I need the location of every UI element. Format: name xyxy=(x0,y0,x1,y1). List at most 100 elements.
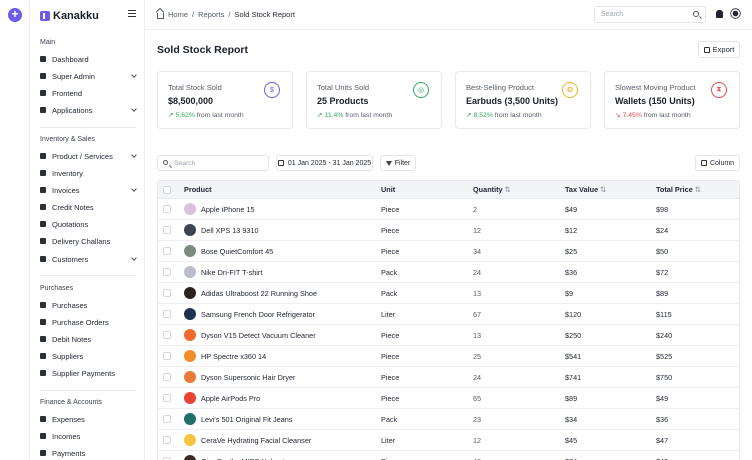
cell-product[interactable]: Apple AirPods Pro xyxy=(201,394,261,403)
table-row[interactable]: Dell XPS 13 9310 Piece 12 $12 $24 xyxy=(158,220,739,241)
sidebar-item[interactable]: Expenses xyxy=(40,412,136,426)
product-thumbnail xyxy=(184,350,196,362)
cell-product[interactable]: Bose QuietComfort 45 xyxy=(201,247,274,256)
sidebar-item-label: Credit Notes xyxy=(52,202,94,212)
theme-toggle-icon[interactable] xyxy=(732,10,739,17)
cell-product[interactable]: Nike Dri-FIT T-shirt xyxy=(201,268,263,277)
sidebar-item[interactable]: Supplier Payments xyxy=(40,366,136,380)
truck-icon xyxy=(40,238,46,244)
row-checkbox[interactable] xyxy=(163,310,171,318)
table-row[interactable]: Dyson V15 Detect Vacuum Cleaner Piece 13 $2… xyxy=(158,325,739,346)
trend-arrow-icon: ↗ xyxy=(317,112,325,119)
sidebar-item[interactable]: Delivery Challans xyxy=(40,234,136,248)
chevron-down-icon[interactable] xyxy=(131,152,137,158)
row-checkbox[interactable] xyxy=(163,436,171,444)
column-button[interactable]: Column xyxy=(695,155,740,171)
sort-icon[interactable]: ⇅ xyxy=(504,185,511,194)
sort-icon[interactable]: ⇅ xyxy=(694,185,701,194)
sort-icon[interactable]: ⇅ xyxy=(600,185,607,194)
sidebar-item[interactable]: Dashboard xyxy=(40,52,136,66)
row-checkbox[interactable] xyxy=(163,457,171,460)
header-quantity[interactable]: Quantity ⇅ xyxy=(473,185,511,194)
cell-product[interactable]: Samsung French Door Refrigerator xyxy=(201,310,315,319)
row-checkbox[interactable] xyxy=(163,331,171,339)
row-checkbox[interactable] xyxy=(163,415,171,423)
stat-card-change: ↗ 11.4% from last month xyxy=(317,111,392,119)
header-total[interactable]: Total Price ⇅ xyxy=(656,185,701,194)
row-checkbox[interactable] xyxy=(163,268,171,276)
chevron-down-icon[interactable] xyxy=(131,72,137,78)
cell-product[interactable]: CeraVe Hydrating Facial Cleanser xyxy=(201,436,312,445)
table-row[interactable]: Giro Synthe MIPS Helmet Piece 43 $74 $43 xyxy=(158,451,739,460)
table-row[interactable]: Apple iPhone 15 Piece 2 $49 $98 xyxy=(158,199,739,220)
header-product[interactable]: Product xyxy=(184,185,212,194)
cell-product[interactable]: Adidas Ultraboost 22 Running Shoe xyxy=(201,289,318,298)
row-checkbox[interactable] xyxy=(163,205,171,213)
cell-product[interactable]: HP Spectre x360 14 xyxy=(201,352,267,361)
sidebar-item[interactable]: Purchases xyxy=(40,298,136,312)
row-checkbox[interactable] xyxy=(163,226,171,234)
chevron-down-icon[interactable] xyxy=(131,255,137,261)
home-icon[interactable] xyxy=(157,12,164,19)
table-row[interactable]: Dyson Supersonic Hair Dryer Piece 24 $741 $7… xyxy=(158,367,739,388)
select-all-checkbox[interactable] xyxy=(163,186,171,194)
table-row[interactable]: Levi's 501 Original Fit Jeans Pack 23 $34 $3… xyxy=(158,409,739,430)
table-row[interactable]: Samsung French Door Refrigerator Liter 67 $… xyxy=(158,304,739,325)
export-button[interactable]: Export xyxy=(698,41,740,58)
sidebar-item-label: Debit Notes xyxy=(52,334,92,344)
breadcrumb-reports[interactable]: Reports xyxy=(198,10,225,19)
sidebar-item[interactable]: Debit Notes xyxy=(40,332,136,346)
cell-product[interactable]: Dell XPS 13 9310 xyxy=(201,226,259,235)
calendar-icon xyxy=(277,160,284,166)
filter-button[interactable]: Filter xyxy=(380,155,416,171)
cell-quantity: 2 xyxy=(473,205,478,214)
add-icon[interactable]: + xyxy=(8,8,22,22)
cell-product[interactable]: Dyson Supersonic Hair Dryer xyxy=(201,373,296,382)
global-search-input[interactable]: Search xyxy=(594,6,706,23)
row-checkbox[interactable] xyxy=(163,352,171,360)
breadcrumb-current: Sold Stock Report xyxy=(234,10,295,19)
sidebar-item[interactable]: Payments xyxy=(40,446,136,460)
sidebar-item[interactable]: Product / Services xyxy=(40,149,137,163)
header-tax[interactable]: Tax Value ⇅ xyxy=(565,185,606,194)
chevron-down-icon[interactable] xyxy=(131,186,137,192)
section-title-finance: Finance & Accounts xyxy=(40,399,102,406)
menu-toggle-icon[interactable] xyxy=(128,10,136,17)
table-row[interactable]: Adidas Ultraboost 22 Running Shoe Pack 13 $… xyxy=(158,283,739,304)
sidebar-item[interactable]: Customers xyxy=(40,252,137,266)
table-row[interactable]: HP Spectre x360 14 Piece 25 $541 $525 xyxy=(158,346,739,367)
cell-product[interactable]: Levi's 501 Original Fit Jeans xyxy=(201,415,293,424)
header-unit[interactable]: Unit xyxy=(381,185,396,194)
sidebar-item[interactable]: Super Admin xyxy=(40,69,137,83)
notification-icon[interactable] xyxy=(716,10,723,18)
breadcrumb-home[interactable]: Home xyxy=(168,10,189,19)
cell-product[interactable]: Dyson V15 Detect Vacuum Cleaner xyxy=(201,331,316,340)
sidebar-item[interactable]: Incomes xyxy=(40,429,136,443)
row-checkbox[interactable] xyxy=(163,247,171,255)
cell-product[interactable]: Apple iPhone 15 xyxy=(201,205,255,214)
stat-change-suffix: from last month xyxy=(345,112,393,119)
table-search-input[interactable]: Search xyxy=(157,155,269,171)
chevron-down-icon[interactable] xyxy=(131,106,137,112)
row-checkbox[interactable] xyxy=(163,289,171,297)
sidebar-item[interactable]: Credit Notes xyxy=(40,200,136,214)
sidebar-item[interactable]: Frontend xyxy=(40,86,136,100)
table-row[interactable]: Nike Dri-FIT T-shirt Pack 24 $36 $72 xyxy=(158,262,739,283)
sidebar-item[interactable]: Quotations xyxy=(40,217,136,231)
stat-card: Total Units Sold 25 Products ↗ 11.4% from … xyxy=(306,71,442,129)
cell-tax: $49 xyxy=(565,205,578,214)
sidebar-item[interactable]: Suppliers xyxy=(40,349,136,363)
cell-product[interactable]: Giro Synthe MIPS Helmet xyxy=(201,457,285,460)
row-checkbox[interactable] xyxy=(163,394,171,402)
date-range-button[interactable]: 01 Jan 2025 - 31 Jan 2025 xyxy=(276,155,373,171)
sidebar-item[interactable]: Invoices xyxy=(40,183,137,197)
brand-logo[interactable]: Kanakku xyxy=(40,9,99,23)
row-checkbox[interactable] xyxy=(163,373,171,381)
sidebar-item[interactable]: Applications xyxy=(40,103,137,117)
sidebar-item[interactable]: Purchase Orders xyxy=(40,315,136,329)
table-row[interactable]: Bose QuietComfort 45 Piece 34 $25 $50 xyxy=(158,241,739,262)
table-row[interactable]: Apple AirPods Pro Piece 65 $89 $49 xyxy=(158,388,739,409)
table-row[interactable]: CeraVe Hydrating Facial Cleanser Liter 12 $… xyxy=(158,430,739,451)
stat-card-change: ↘ 7.45% from last month xyxy=(615,111,691,119)
sidebar-item[interactable]: Inventory xyxy=(40,166,136,180)
